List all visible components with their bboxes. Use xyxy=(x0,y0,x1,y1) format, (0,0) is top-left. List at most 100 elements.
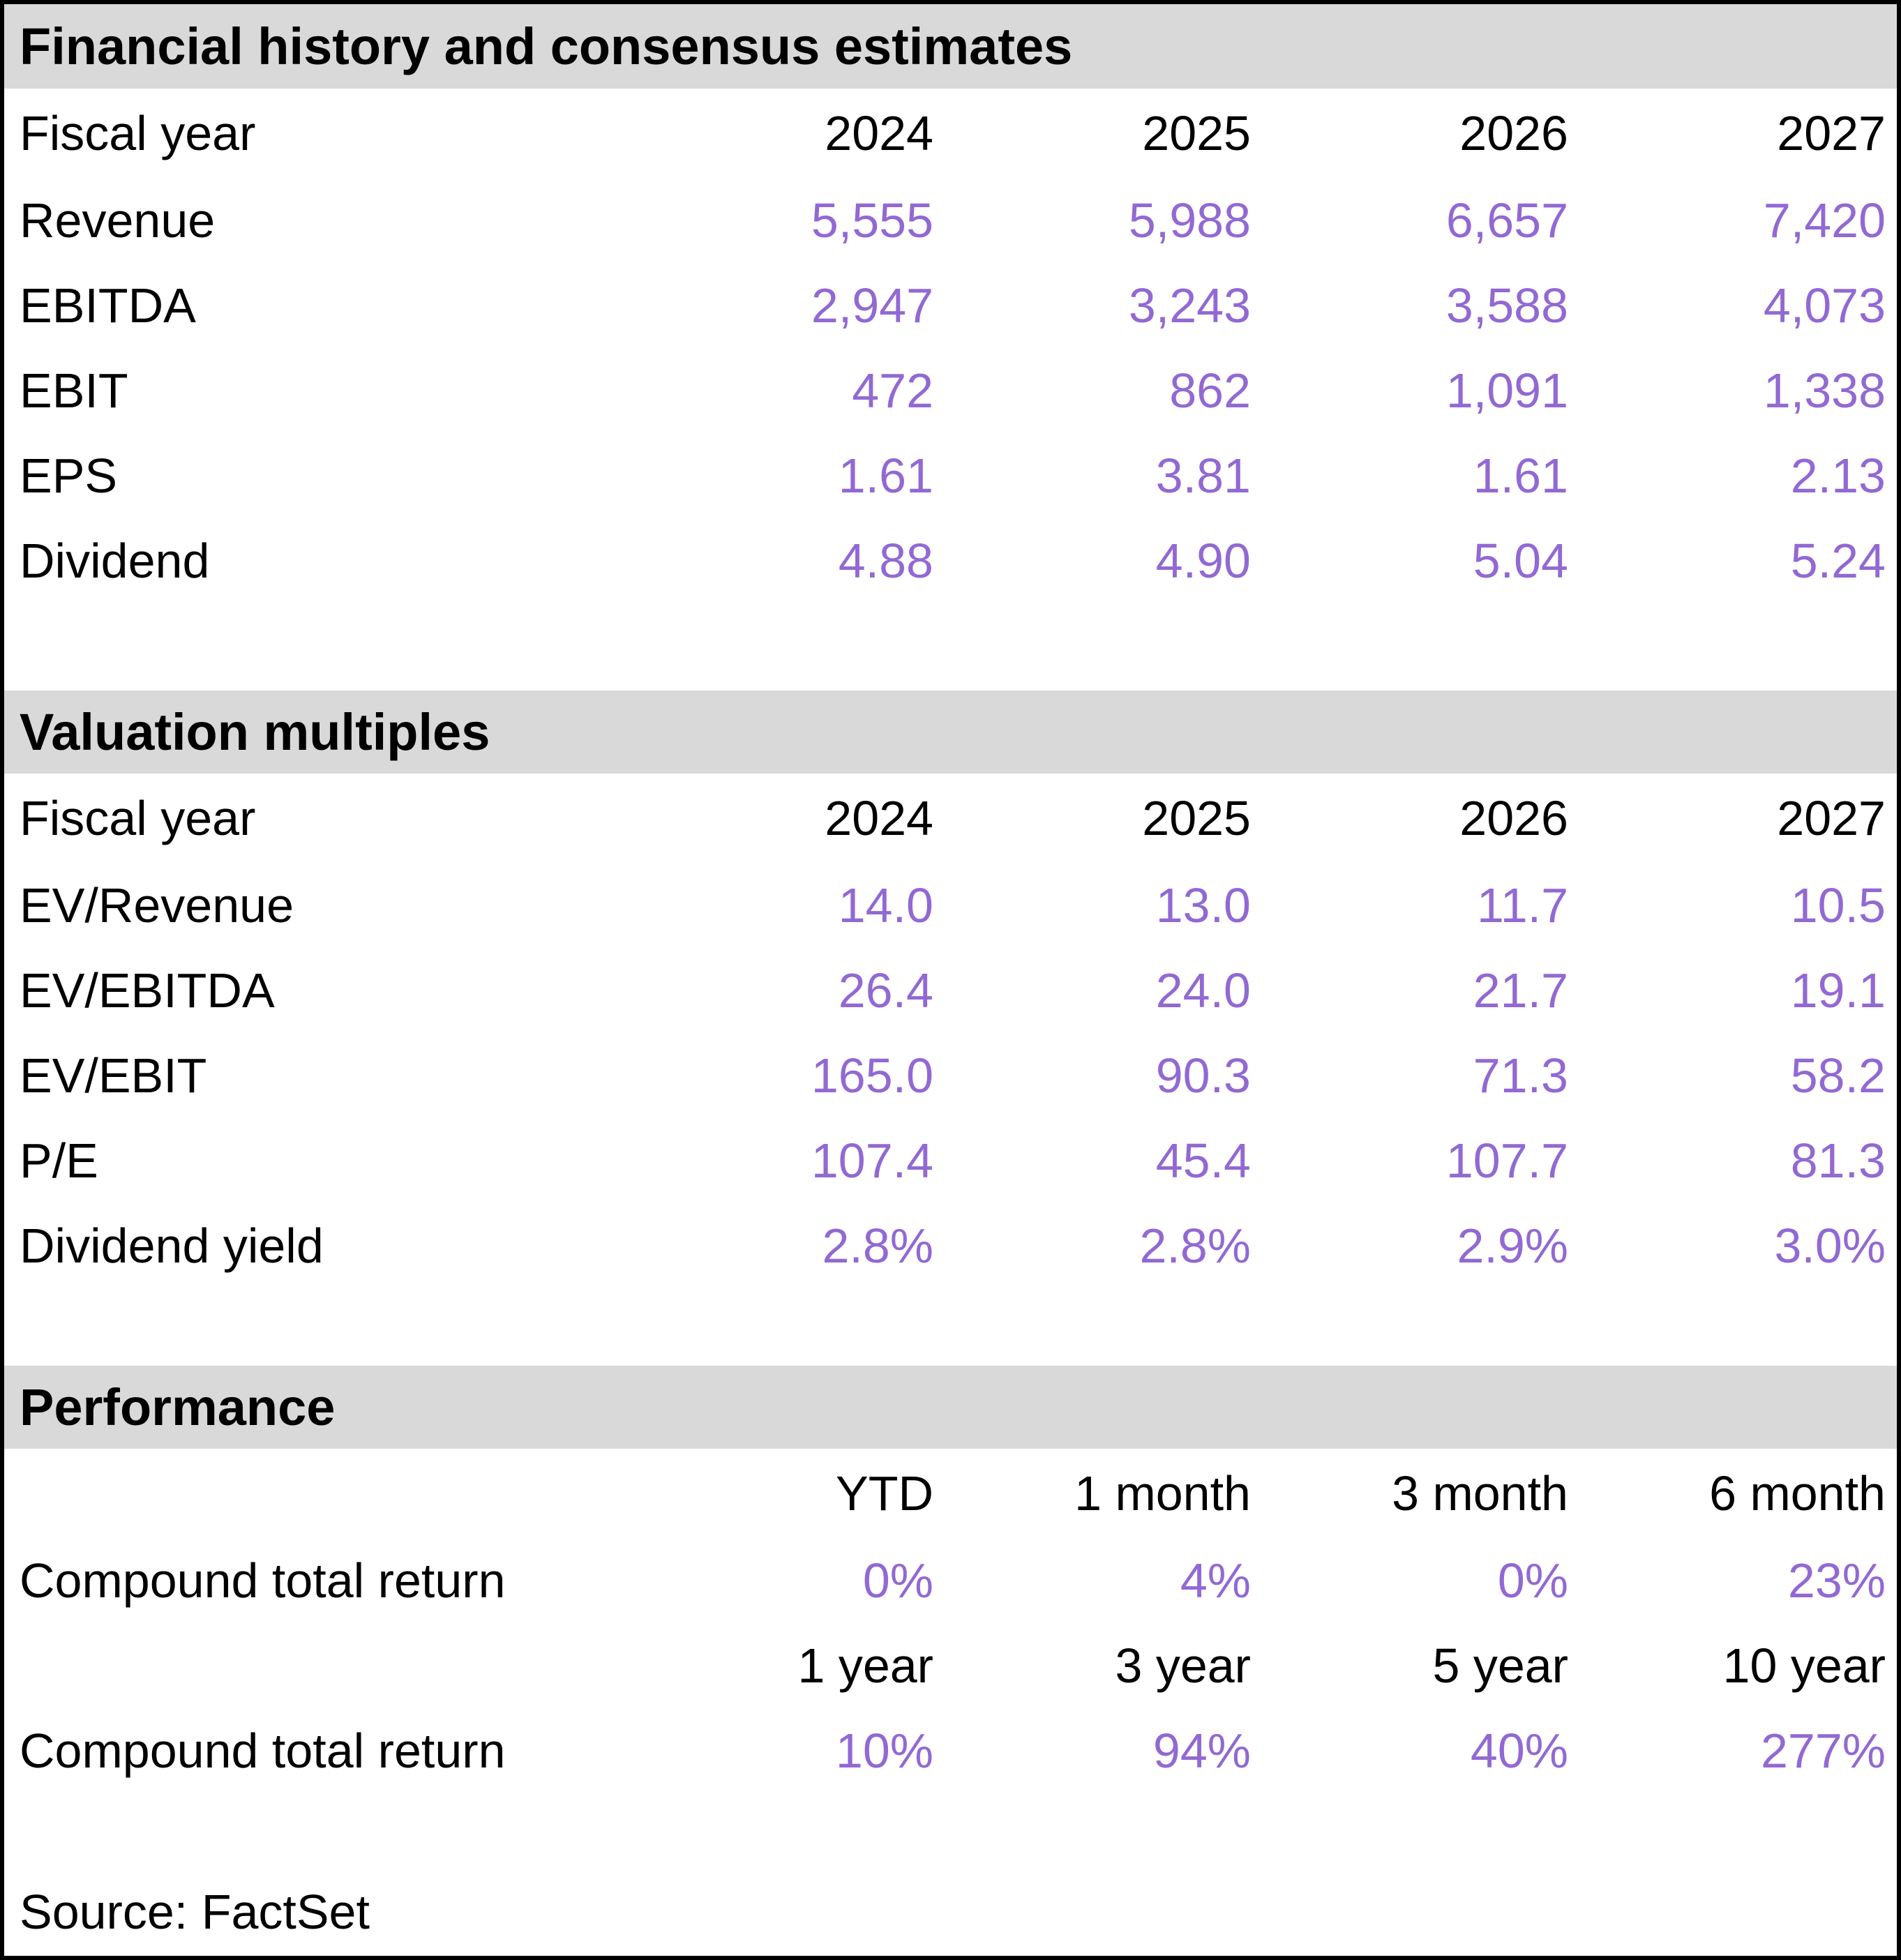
section-gap xyxy=(4,603,1897,691)
cell-value: 3,243 xyxy=(1128,278,1251,333)
cell-value: 40% xyxy=(1470,1724,1568,1778)
row-label: Revenue xyxy=(20,193,216,248)
year-column-header: 2024 xyxy=(825,791,933,845)
row-label: EBIT xyxy=(20,363,128,418)
table-row-ev-ebit: EV/EBIT 165.0 90.3 71.3 58.2 xyxy=(4,1033,1897,1118)
table-row-ebitda: EBITDA 2,947 3,243 3,588 4,073 xyxy=(4,263,1897,348)
section-title: Performance xyxy=(20,1378,336,1436)
cell-value: 2.9% xyxy=(1457,1219,1568,1273)
section-header-valuation-multiples: Valuation multiples xyxy=(4,691,1897,774)
table-row-dividend-yield: Dividend yield 2.8% 2.8% 2.9% 3.0% xyxy=(4,1203,1897,1288)
period-column-header: 10 year xyxy=(1722,1638,1886,1693)
cell-value: 5.24 xyxy=(1790,534,1886,588)
table-row-compound-return-short-term: Compound total return 0% 4% 0% 23% xyxy=(4,1538,1897,1623)
cell-value: 7,420 xyxy=(1763,193,1886,248)
row-label: EBITDA xyxy=(20,278,196,333)
cell-value: 58.2 xyxy=(1790,1048,1886,1103)
cell-value: 4.90 xyxy=(1155,534,1251,588)
cell-value: 862 xyxy=(1169,363,1251,418)
cell-value: 165.0 xyxy=(811,1048,933,1103)
row-label: Fiscal year xyxy=(20,791,256,845)
year-column-header: 2024 xyxy=(825,106,933,160)
cell-value: 71.3 xyxy=(1473,1048,1568,1103)
row-label: EV/Revenue xyxy=(20,878,294,933)
row-label: EPS xyxy=(20,448,118,503)
period-column-header: 1 month xyxy=(1074,1466,1251,1521)
cell-value: 19.1 xyxy=(1790,963,1886,1018)
cell-value: 0% xyxy=(1497,1553,1568,1608)
cell-value: 3.81 xyxy=(1155,448,1251,503)
cell-value: 472 xyxy=(852,363,933,418)
cell-value: 3.0% xyxy=(1774,1219,1886,1273)
period-column-header: 6 month xyxy=(1709,1466,1886,1521)
row-label: Compound total return xyxy=(20,1724,506,1778)
fiscal-year-header-row: Fiscal year 2024 2025 2026 2027 xyxy=(4,89,1897,178)
table-row-ev-revenue: EV/Revenue 14.0 13.0 11.7 10.5 xyxy=(4,863,1897,948)
period-column-header: 1 year xyxy=(797,1638,933,1693)
cell-value: 107.7 xyxy=(1445,1133,1568,1188)
period-column-header: 3 year xyxy=(1115,1638,1251,1693)
fiscal-year-header-row: Fiscal year 2024 2025 2026 2027 xyxy=(4,774,1897,863)
cell-value: 5.04 xyxy=(1473,534,1568,588)
cell-value: 10.5 xyxy=(1790,878,1886,933)
cell-value: 45.4 xyxy=(1155,1133,1251,1188)
cell-value: 21.7 xyxy=(1473,963,1568,1018)
period-column-header: 3 month xyxy=(1392,1466,1568,1521)
year-column-header: 2027 xyxy=(1777,791,1886,845)
cell-value: 14.0 xyxy=(838,878,933,933)
section-gap xyxy=(4,1793,1897,1868)
table-row-revenue: Revenue 5,555 5,988 6,657 7,420 xyxy=(4,178,1897,263)
year-column-header: 2025 xyxy=(1142,106,1251,160)
cell-value: 3,588 xyxy=(1445,278,1568,333)
row-label: Fiscal year xyxy=(20,106,256,160)
period-header-row-long-term: 1 year 3 year 5 year 10 year xyxy=(4,1623,1897,1708)
cell-value: 277% xyxy=(1760,1724,1886,1778)
year-column-header: 2027 xyxy=(1777,106,1886,160)
period-column-header: YTD xyxy=(836,1466,933,1521)
cell-value: 1,091 xyxy=(1445,363,1568,418)
cell-value: 4% xyxy=(1180,1553,1251,1608)
section-title: Valuation multiples xyxy=(20,703,490,761)
table-row-ev-ebitda: EV/EBITDA 26.4 24.0 21.7 19.1 xyxy=(4,948,1897,1033)
cell-value: 1.61 xyxy=(1473,448,1568,503)
cell-value: 13.0 xyxy=(1155,878,1251,933)
table-row-pe: P/E 107.4 45.4 107.7 81.3 xyxy=(4,1118,1897,1203)
section-gap xyxy=(4,1288,1897,1366)
row-label: Compound total return xyxy=(20,1553,506,1608)
row-label: EV/EBITDA xyxy=(20,963,275,1018)
cell-value: 4.88 xyxy=(838,534,933,588)
row-label: Dividend yield xyxy=(20,1219,324,1273)
period-column-header: 5 year xyxy=(1432,1638,1568,1693)
cell-value: 94% xyxy=(1152,1724,1251,1778)
source-attribution: Source: FactSet xyxy=(4,1868,1897,1956)
row-label: EV/EBIT xyxy=(20,1048,207,1103)
cell-value: 26.4 xyxy=(838,963,933,1018)
section-title: Financial history and consensus estimate… xyxy=(20,17,1073,75)
year-column-header: 2026 xyxy=(1459,106,1568,160)
cell-value: 2,947 xyxy=(811,278,933,333)
table-row-compound-return-long-term: Compound total return 10% 94% 40% 277% xyxy=(4,1708,1897,1793)
cell-value: 81.3 xyxy=(1790,1133,1886,1188)
cell-value: 2.8% xyxy=(1139,1219,1251,1273)
cell-value: 4,073 xyxy=(1763,278,1886,333)
cell-value: 10% xyxy=(835,1724,933,1778)
cell-value: 0% xyxy=(862,1553,933,1608)
cell-value: 2.13 xyxy=(1790,448,1886,503)
year-column-header: 2026 xyxy=(1459,791,1568,845)
year-column-header: 2025 xyxy=(1142,791,1251,845)
section-header-financial-history: Financial history and consensus estimate… xyxy=(4,4,1897,89)
row-label: Dividend xyxy=(20,534,210,588)
cell-value: 5,988 xyxy=(1128,193,1251,248)
table-row-eps: EPS 1.61 3.81 1.61 2.13 xyxy=(4,433,1897,518)
source-text: Source: FactSet xyxy=(20,1885,370,1939)
cell-value: 11.7 xyxy=(1476,878,1568,933)
cell-value: 6,657 xyxy=(1445,193,1568,248)
cell-value: 24.0 xyxy=(1155,963,1251,1018)
cell-value: 1,338 xyxy=(1763,363,1886,418)
cell-value: 107.4 xyxy=(811,1133,933,1188)
cell-value: 5,555 xyxy=(811,193,933,248)
cell-value: 23% xyxy=(1787,1553,1886,1608)
cell-value: 1.61 xyxy=(838,448,933,503)
table-row-ebit: EBIT 472 862 1,091 1,338 xyxy=(4,348,1897,433)
